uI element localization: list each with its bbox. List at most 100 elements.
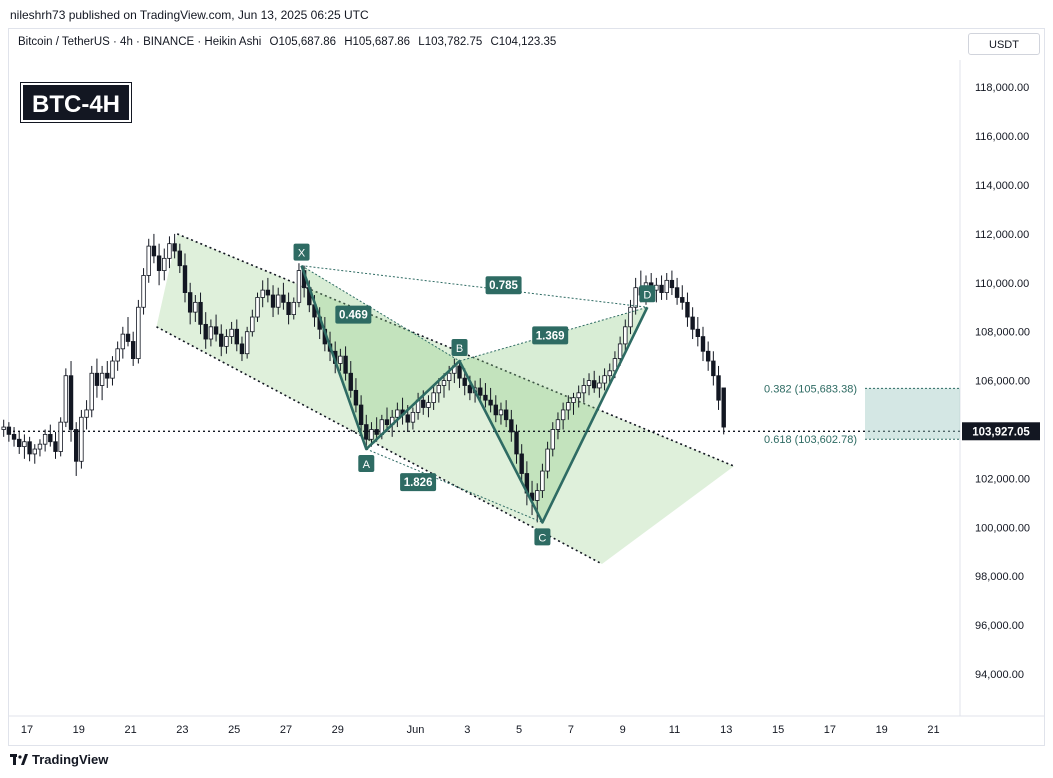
candle[interactable] <box>374 429 379 435</box>
candle[interactable] <box>395 409 400 418</box>
candle[interactable] <box>623 326 628 345</box>
candle[interactable] <box>6 426 12 435</box>
candle[interactable] <box>167 243 172 259</box>
candle[interactable] <box>89 372 94 411</box>
candle[interactable] <box>37 443 43 450</box>
candle[interactable] <box>566 402 571 411</box>
candle[interactable] <box>286 301 291 315</box>
candle[interactable] <box>270 294 276 308</box>
candle[interactable] <box>462 377 467 386</box>
candle[interactable] <box>535 490 540 501</box>
candle[interactable] <box>239 343 245 355</box>
candle[interactable] <box>674 287 680 298</box>
candle[interactable] <box>721 387 726 428</box>
candle[interactable] <box>607 370 612 377</box>
brand-footer[interactable]: TradingView <box>10 752 108 767</box>
candle[interactable] <box>364 424 369 440</box>
candle[interactable] <box>125 333 131 342</box>
candle[interactable] <box>602 375 607 384</box>
harmonic-pattern-line[interactable] <box>300 265 649 524</box>
candle[interactable] <box>576 392 581 399</box>
candle[interactable] <box>441 380 447 386</box>
candle[interactable] <box>94 372 100 386</box>
candle[interactable] <box>338 355 343 364</box>
point-label-box[interactable] <box>451 339 468 357</box>
candle[interactable] <box>705 350 711 362</box>
candle[interactable] <box>628 306 633 328</box>
candle[interactable] <box>63 375 69 423</box>
candle[interactable] <box>410 411 416 423</box>
candle[interactable] <box>265 289 271 296</box>
candle[interactable] <box>690 316 695 330</box>
candle[interactable] <box>436 385 442 394</box>
candle[interactable] <box>53 441 58 452</box>
candle[interactable] <box>426 402 431 408</box>
currency-selector[interactable]: USDT <box>968 33 1040 55</box>
candle[interactable] <box>172 243 177 252</box>
candle[interactable] <box>680 297 685 303</box>
candle[interactable] <box>99 372 105 386</box>
candle[interactable] <box>234 328 239 345</box>
candle[interactable] <box>141 275 146 308</box>
candle[interactable] <box>255 297 260 318</box>
candle[interactable] <box>224 336 229 347</box>
candle[interactable] <box>581 385 587 394</box>
ratio-label-box[interactable] <box>485 276 522 295</box>
candle[interactable] <box>343 355 348 374</box>
candle[interactable] <box>659 284 664 293</box>
candle[interactable] <box>369 429 374 440</box>
candle[interactable] <box>545 448 550 472</box>
candle[interactable] <box>276 294 281 308</box>
candle[interactable] <box>633 287 638 308</box>
candle[interactable] <box>68 375 74 430</box>
candle[interactable] <box>162 257 167 271</box>
candle[interactable] <box>358 404 364 426</box>
candle[interactable] <box>151 245 157 257</box>
candle[interactable] <box>597 382 602 389</box>
candle[interactable] <box>146 245 151 276</box>
candle[interactable] <box>291 301 296 315</box>
candle[interactable] <box>219 333 224 347</box>
candle[interactable] <box>431 392 436 404</box>
candle[interactable] <box>32 448 37 455</box>
candle[interactable] <box>711 360 716 377</box>
candle[interactable] <box>182 265 188 293</box>
candle[interactable] <box>244 331 250 355</box>
channel-lower-line[interactable] <box>156 326 603 565</box>
candle[interactable] <box>110 360 115 379</box>
point-label-box[interactable] <box>358 455 375 473</box>
candle[interactable] <box>120 333 126 350</box>
candle[interactable] <box>193 301 198 313</box>
candle[interactable] <box>550 429 555 450</box>
candle[interactable] <box>74 429 79 462</box>
candle[interactable] <box>421 399 426 408</box>
candle[interactable] <box>405 414 410 423</box>
candle[interactable] <box>79 416 84 462</box>
candle[interactable] <box>560 409 566 421</box>
candle[interactable] <box>478 387 483 396</box>
candle[interactable] <box>187 292 193 313</box>
candle[interactable] <box>281 294 286 303</box>
candle[interactable] <box>42 433 48 445</box>
candle[interactable] <box>483 394 488 401</box>
candle[interactable] <box>27 441 32 455</box>
candle[interactable] <box>498 409 504 416</box>
candle[interactable] <box>22 441 27 448</box>
candle[interactable] <box>348 372 353 391</box>
candle[interactable] <box>716 375 721 401</box>
candle[interactable] <box>509 419 514 433</box>
fib-target-zone[interactable] <box>865 388 960 440</box>
candle[interactable] <box>260 289 265 298</box>
point-label-box[interactable] <box>534 528 551 546</box>
candle[interactable] <box>156 255 162 271</box>
candle[interactable] <box>136 306 141 359</box>
candle[interactable] <box>177 250 183 267</box>
candle[interactable] <box>229 328 234 337</box>
candle[interactable] <box>457 365 462 379</box>
candle[interactable] <box>353 389 359 406</box>
candle[interactable] <box>555 419 561 430</box>
candle[interactable] <box>571 397 576 404</box>
candle[interactable] <box>213 326 219 335</box>
candle[interactable] <box>488 399 493 406</box>
candle[interactable] <box>695 328 701 337</box>
